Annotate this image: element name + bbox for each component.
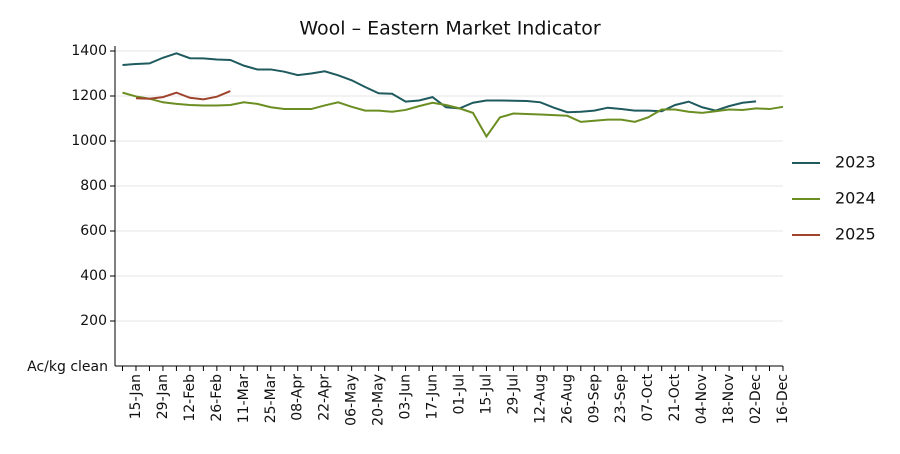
y-tick-label: 600	[80, 223, 107, 239]
x-tick-label: 07-Oct	[640, 373, 656, 421]
x-tick-label: 23-Sep	[613, 374, 629, 423]
legend-label: 2023	[835, 153, 876, 172]
y-tick-label: 1400	[71, 43, 107, 59]
y-tick-label: 200	[80, 313, 107, 329]
series-line	[122, 52, 757, 114]
series-line	[122, 91, 784, 139]
x-tick-label: 29-Jul	[505, 374, 521, 415]
x-tick-label: 09-Sep	[586, 374, 602, 423]
x-tick-label: 29-Jan	[155, 374, 171, 419]
x-tick-label: 12-Feb	[182, 374, 198, 422]
x-tick-label: 08-Apr	[290, 374, 306, 421]
x-tick-label: 06-May	[344, 374, 360, 426]
legend-label: 2024	[835, 189, 876, 208]
x-tick-label: 15-Jul	[478, 374, 494, 415]
legend-label: 2025	[835, 225, 876, 244]
x-tick-label: 03-Jun	[398, 374, 414, 420]
x-tick-label: 16-Dec	[775, 374, 791, 424]
x-tick-label: 12-Aug	[532, 374, 548, 424]
x-tick-label: 26-Feb	[209, 374, 225, 422]
y-tick-label: 400	[80, 268, 107, 284]
x-tick-label: 26-Aug	[559, 374, 575, 424]
x-tick-label: 18-Nov	[721, 374, 737, 424]
x-tick-label: 25-Mar	[263, 374, 279, 424]
x-tick-label: 04-Nov	[694, 374, 710, 424]
series-line	[135, 90, 231, 101]
x-tick-label: 22-Apr	[317, 374, 333, 421]
x-tick-label: 15-Jan	[128, 374, 144, 419]
x-tick-label: 20-May	[371, 374, 387, 426]
x-tick-label: 17-Jun	[425, 374, 441, 420]
chart-title: Wool – Eastern Market Indicator	[299, 18, 601, 40]
x-tick-label: 11-Mar	[236, 374, 252, 424]
x-tick-label: 21-Oct	[667, 373, 683, 421]
y-tick-label: 1000	[71, 133, 107, 149]
y-tick-label: 800	[80, 178, 107, 194]
y-tick-label: 1200	[71, 88, 107, 104]
y-axis-label: Ac/kg clean	[27, 359, 108, 375]
x-tick-label: 02-Dec	[748, 374, 764, 424]
x-tick-label: 01-Jul	[451, 374, 467, 415]
